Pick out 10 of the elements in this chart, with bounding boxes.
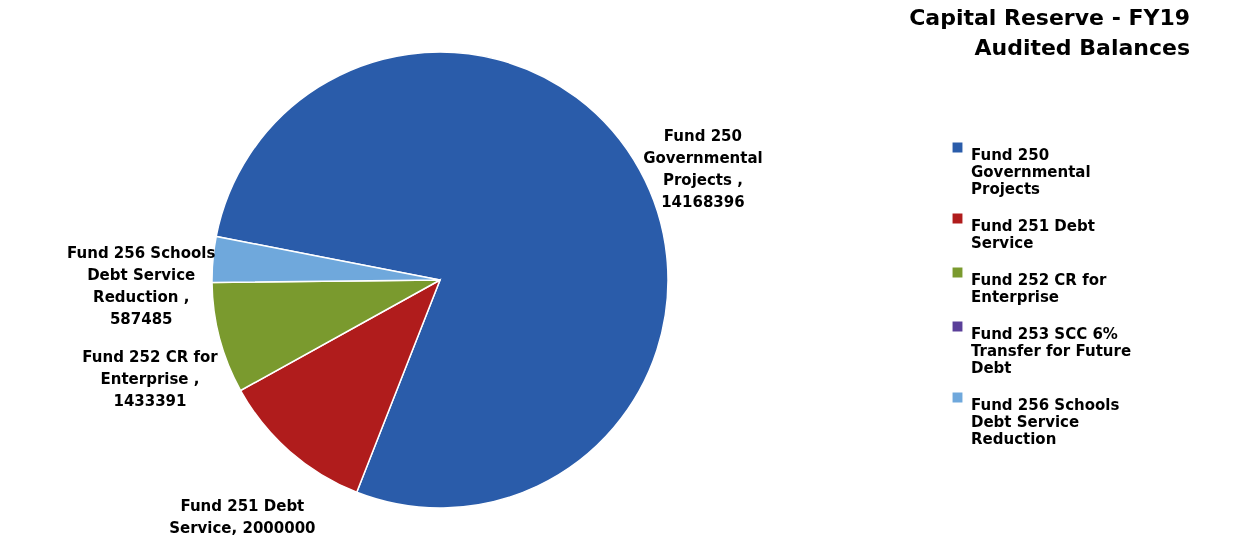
data-label: Fund 250 Governmental Projects , 14168396: [643, 126, 763, 211]
data-label: Fund 256 Schools Debt Service Reduction , 587485: [67, 243, 216, 328]
legend-label: Fund 251 Debt Service: [971, 216, 1095, 252]
legend-label: Fund 253 SCC 6% Transfer for Future Debt: [971, 324, 1132, 377]
data-label: Fund 252 CR for Enterprise , 1433391: [82, 347, 219, 410]
legend-label: Fund 252 CR for Enterprise: [971, 270, 1107, 306]
chart-title: Capital Reserve - FY19 Audited Balances: [909, 5, 1190, 60]
data-label: Fund 251 Debt Service, 2000000: [169, 496, 316, 537]
legend-label: Fund 256 Schools Debt Service Reduction: [971, 395, 1120, 448]
legend-label: Fund 250 Governmental Projects: [971, 145, 1091, 198]
